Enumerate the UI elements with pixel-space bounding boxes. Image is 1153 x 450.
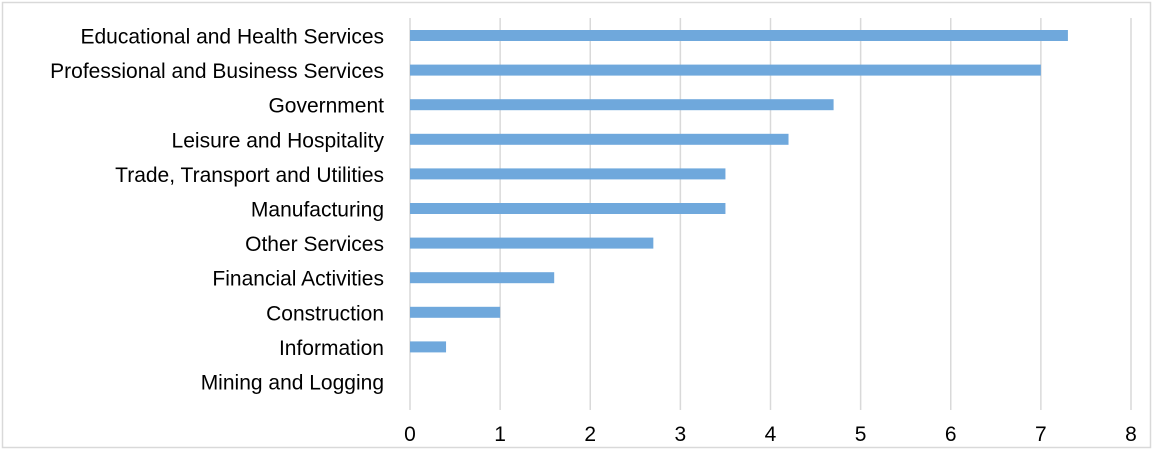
- category-label: Educational and Health Services: [80, 26, 384, 49]
- bar: [410, 237, 654, 249]
- category-label: Professional and Business Services: [50, 60, 384, 83]
- x-tick-label: 6: [945, 423, 957, 446]
- x-tick-label: 1: [494, 423, 506, 446]
- category-label: Information: [279, 337, 384, 360]
- bar: [410, 99, 834, 111]
- x-tick-label: 8: [1125, 423, 1137, 446]
- bar: [410, 203, 726, 214]
- x-tick-label: 4: [765, 423, 777, 446]
- category-label: Manufacturing: [251, 199, 384, 222]
- x-tick-label: 2: [584, 423, 596, 446]
- category-label: Mining and Logging: [201, 372, 384, 395]
- category-label: Government: [268, 95, 384, 118]
- bar: [410, 306, 501, 318]
- category-label: Leisure and Hospitality: [172, 129, 385, 152]
- category-labels: Educational and Health Services Professio…: [50, 26, 384, 395]
- x-tick-label: 0: [404, 423, 416, 446]
- category-label: Construction: [266, 302, 384, 325]
- bar: [410, 30, 1068, 41]
- category-label: Trade, Transport and Utilities: [115, 164, 384, 187]
- x-tick-label: 5: [855, 423, 867, 446]
- x-tick-labels: 0 1 2 3 4 5 6 7 8: [404, 423, 1137, 446]
- category-label: Financial Activities: [212, 268, 384, 291]
- bar: [410, 64, 1041, 76]
- bar: [410, 272, 555, 284]
- bar: [410, 133, 789, 145]
- x-tick-label: 7: [1035, 423, 1047, 446]
- bar: [410, 168, 726, 180]
- bar: [410, 341, 447, 353]
- bars: [410, 30, 1068, 353]
- x-tick-label: 3: [675, 423, 687, 446]
- category-label: Other Services: [245, 233, 384, 256]
